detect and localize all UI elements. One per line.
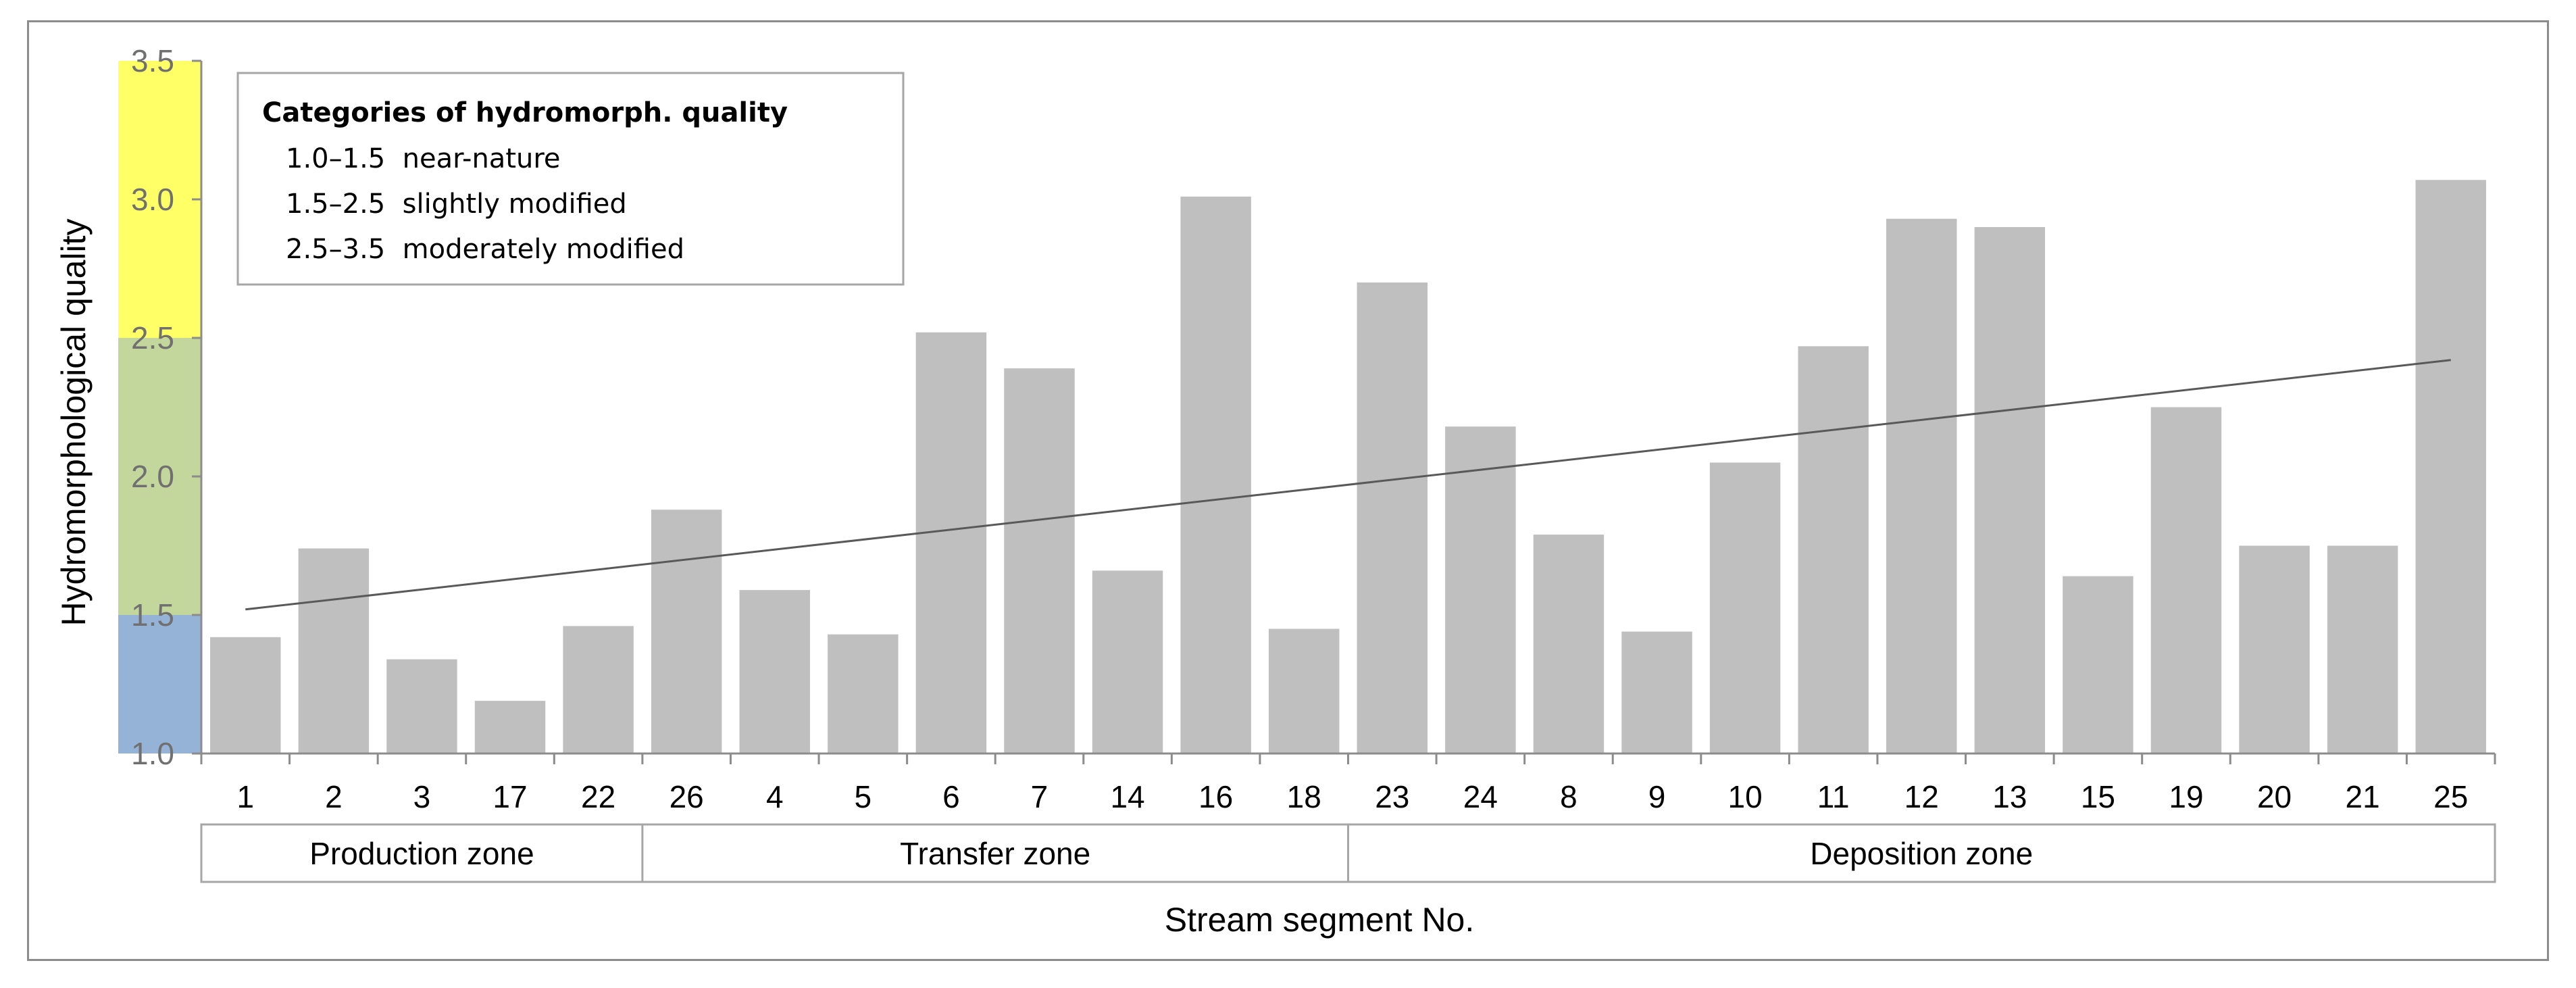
x-tick-label: 13 [1992,779,2027,814]
y-tick-label: 2.5 [131,320,174,355]
bar [1445,426,1516,754]
bar [1268,628,1340,754]
x-tick-label: 11 [1817,779,1850,814]
x-axis-title: Stream segment No. [1165,901,1475,939]
y-tick-label: 1.5 [131,597,174,633]
x-tick-label: 15 [2081,779,2115,814]
x-tick-label: 18 [1287,779,1321,814]
legend-title: Categories of hydromorph. quality [262,97,788,128]
legend-item: 1.0–1.5 near-nature [286,143,561,174]
legend: Categories of hydromorph. quality 1.0–1.… [236,72,905,286]
bar [2150,407,2222,754]
bar [1709,462,1781,754]
zone-label: Transfer zone [900,836,1090,871]
x-tick-label: 23 [1375,779,1409,814]
x-tick-label: 4 [766,779,784,814]
x-tick-labels: 1 2 3 17 22 26 4 5 6 7 14 16 18 23 24 8 9 10 11 12 13 15 19 20 2… [236,779,2468,814]
x-tick-label: 1 [236,779,254,814]
x-tick-label: 19 [2169,779,2203,814]
trend-line-path [245,359,2451,611]
x-tick-label: 25 [2433,779,2468,814]
x-tick-label: 2 [325,779,343,814]
x-tick-label: 22 [581,779,615,814]
bar [739,590,810,754]
bar [1798,346,1869,754]
x-tick-label: 3 [413,779,431,814]
bar [1004,368,1075,754]
bars [210,180,2486,754]
bar [2063,576,2133,754]
x-tick-label: 6 [942,779,960,814]
axes [192,59,2496,764]
bar [1533,535,1605,754]
y-tick-label: 2.0 [131,459,174,494]
zone-label: Deposition zone [1810,836,2033,871]
x-tick-label: 7 [1031,779,1049,814]
y-tick-label: 1.0 [131,736,174,771]
y-tick-label: 3.5 [131,43,174,78]
bar [2327,545,2398,754]
bar [651,510,722,754]
bar [1974,227,2046,754]
bar [1621,631,1692,754]
x-tick-label: 24 [1463,779,1498,814]
x-tick-label: 8 [1560,779,1577,814]
bar [2239,545,2310,754]
trend-line [245,359,2451,611]
x-tick-label: 9 [1648,779,1666,814]
x-tick-label: 21 [2346,779,2380,814]
quality-bands [118,61,201,754]
zone-boxes: Production zone Transfer zone Deposition z… [200,823,2496,883]
x-tick-label: 20 [2257,779,2292,814]
x-tick-label: 26 [670,779,704,814]
y-tick-labels: 1.0 1.5 2.0 2.5 3.0 3.5 [131,43,174,771]
y-tick-label: 3.0 [131,182,174,217]
bar [1886,218,1957,754]
x-tick-label: 5 [855,779,872,814]
bar [2415,180,2486,754]
quality-band [118,338,201,615]
bar [1092,570,1163,754]
bar [828,634,899,754]
bar [298,548,370,754]
bar [915,332,987,754]
bar [210,637,281,754]
x-tick-label: 17 [493,779,527,814]
y-axis-title: Hydromorphological quality [55,218,93,626]
chart-frame [27,20,2549,961]
legend-box [236,72,905,286]
quality-band [118,61,201,338]
legend-item: 2.5–3.5 moderately modified [286,234,684,265]
x-tick-label: 14 [1110,779,1144,814]
legend-item: 1.5–2.5 slightly modified [286,189,627,220]
x-tick-label: 10 [1728,779,1763,814]
x-tick-label: 12 [1904,779,1939,814]
zone-label: Production zone [309,836,534,871]
bar [563,626,634,754]
bar [386,659,457,754]
bar [1180,196,1251,754]
bar [474,701,546,754]
bar [1357,282,1428,754]
x-tick-label: 16 [1198,779,1233,814]
quality-band [118,615,201,754]
